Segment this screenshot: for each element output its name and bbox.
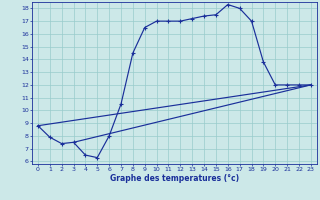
X-axis label: Graphe des temperatures (°c): Graphe des temperatures (°c) [110,174,239,183]
